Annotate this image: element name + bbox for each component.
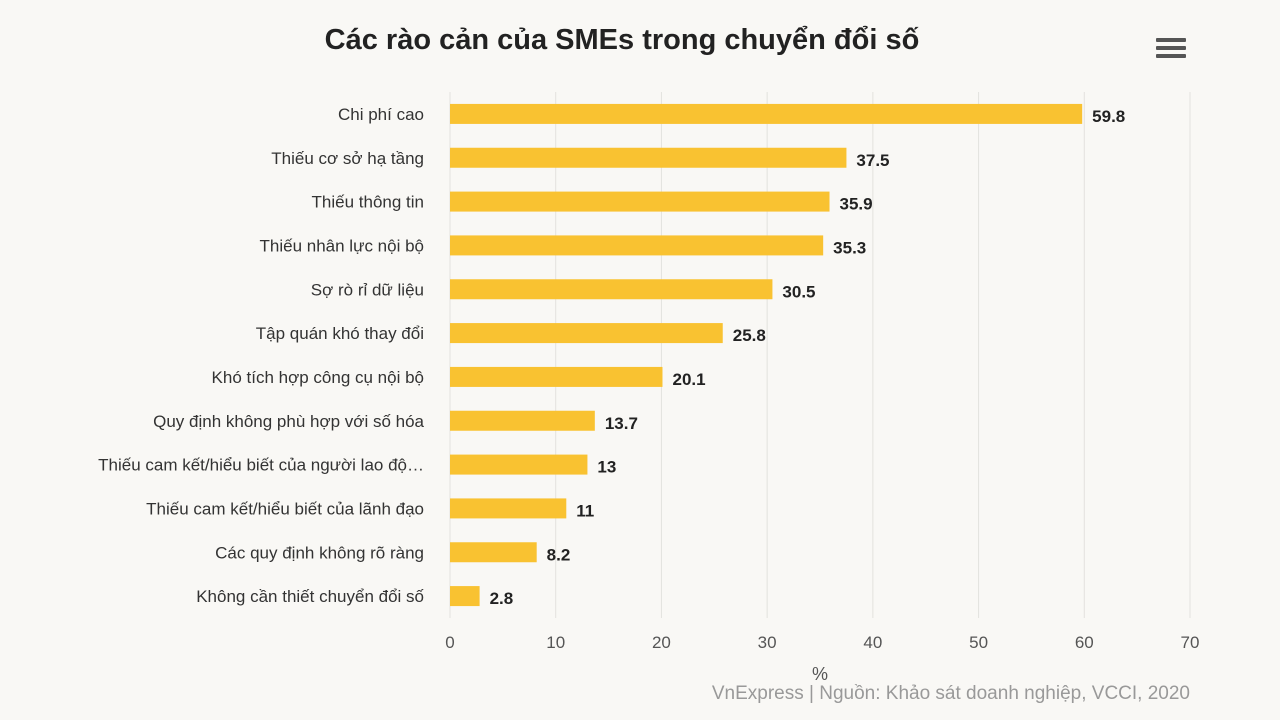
category-label: Thiếu cam kết/hiểu biết của lãnh đạo: [146, 499, 424, 518]
data-label: 59.8: [1092, 107, 1125, 126]
x-tick-label: 70: [1181, 633, 1200, 652]
x-tick-label: 0: [445, 633, 454, 652]
bar[interactable]: [450, 103, 1083, 124]
data-label: 35.3: [833, 238, 866, 257]
category-label: Tập quán khó thay đổi: [256, 324, 424, 343]
category-label: Không cần thiết chuyển đổi số: [196, 587, 424, 606]
data-label: 30.5: [782, 282, 815, 301]
data-label: 2.8: [490, 589, 514, 608]
x-tick-label: 10: [546, 633, 565, 652]
x-tick-label: 40: [863, 633, 882, 652]
data-labels: 59.8 37.5 35.9 35.3 30.5 25.8 20.1 13.7 13 11 8.2 2…: [490, 107, 1126, 608]
x-axis-ticks: 0 10 20 30 40 50 60 70: [445, 633, 1199, 652]
chart-menu-button[interactable]: [1151, 28, 1191, 68]
hamburger-menu-icon: [1156, 38, 1186, 58]
category-label: Quy định không phù hợp với số hóa: [153, 412, 424, 431]
bar[interactable]: [450, 498, 567, 519]
category-label: Các quy định không rõ ràng: [215, 543, 424, 562]
category-label: Thiếu cam kết/hiểu biết của người lao độ…: [98, 456, 424, 475]
bar[interactable]: [450, 586, 480, 607]
bar[interactable]: [450, 366, 663, 387]
category-label: Thiếu cơ sở hạ tầng: [271, 149, 424, 168]
bar-chart: Chi phí cao Thiếu cơ sở hạ tầng Thiếu thôn…: [98, 92, 1199, 680]
category-label: Thiếu nhân lực nội bộ: [260, 236, 425, 255]
bar[interactable]: [450, 191, 830, 212]
x-tick-label: 50: [969, 633, 988, 652]
data-label: 11: [576, 501, 594, 520]
bar[interactable]: [450, 147, 847, 168]
x-axis-title: %: [812, 664, 828, 680]
bar[interactable]: [450, 410, 595, 431]
bar[interactable]: [450, 235, 824, 256]
data-label: 13.7: [605, 414, 638, 433]
data-label: 13: [597, 458, 616, 477]
data-label: 35.9: [840, 195, 873, 214]
data-label: 20.1: [672, 370, 705, 389]
bar[interactable]: [450, 279, 773, 300]
category-label: Sợ rò rỉ dữ liệu: [311, 280, 424, 299]
bar[interactable]: [450, 454, 588, 475]
data-label: 37.5: [856, 151, 889, 170]
x-tick-label: 20: [652, 633, 671, 652]
data-label: 25.8: [733, 326, 766, 345]
category-labels: Chi phí cao Thiếu cơ sở hạ tầng Thiếu thôn…: [98, 105, 424, 606]
x-tick-label: 30: [758, 633, 777, 652]
category-label: Thiếu thông tin: [312, 193, 424, 212]
chart-title: Các rào cản của SMEs trong chuyển đổi số: [324, 24, 920, 56]
bar[interactable]: [450, 323, 723, 344]
bar[interactable]: [450, 542, 537, 563]
x-tick-label: 60: [1075, 633, 1094, 652]
category-label: Chi phí cao: [338, 105, 424, 124]
category-label: Khó tích hợp công cụ nội bộ: [212, 368, 424, 387]
grid-lines: [449, 92, 1191, 618]
bars: [450, 103, 1083, 607]
data-label: 8.2: [547, 545, 571, 564]
source-credit: VnExpress | Nguồn: Khảo sát doanh nghiệp…: [711, 683, 1190, 704]
